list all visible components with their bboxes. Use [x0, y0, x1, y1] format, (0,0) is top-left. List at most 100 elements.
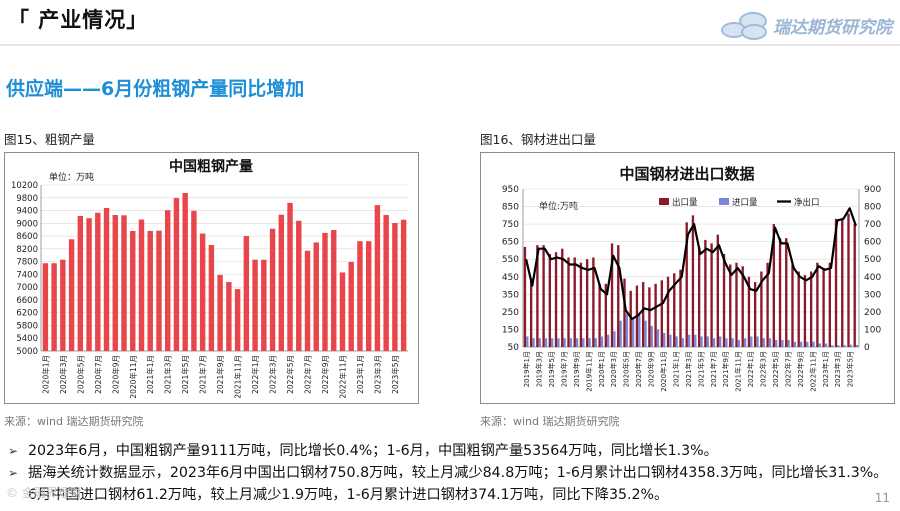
- bar-export: [579, 262, 583, 347]
- legend-label-net: 净出口: [794, 197, 820, 208]
- bar-export: [741, 266, 744, 347]
- bar-import: [588, 338, 591, 347]
- bar-export: [660, 280, 663, 347]
- bar-import: [607, 334, 610, 347]
- bar-crude-steel: [208, 245, 215, 351]
- chart-crude-steel: 中国粗钢产量 单位：万吨 5000 5400 5800 6200 6600 7000 7400 7…: [4, 152, 419, 404]
- x-tick-label: 2020年9月: [647, 351, 656, 387]
- bar-crude-steel: [400, 219, 407, 351]
- bar-export: [785, 238, 788, 347]
- bar-import: [656, 329, 660, 347]
- bar-export: [554, 252, 558, 347]
- bar-crude-steel: [322, 232, 328, 351]
- x-tick-label: 2022年9月: [320, 355, 330, 394]
- bar-import: [582, 338, 585, 347]
- bar-import: [644, 320, 647, 347]
- bar-export: [561, 248, 564, 347]
- x-tick-label: 2021年7月: [709, 351, 718, 387]
- y-tick-label-left: 750: [502, 220, 519, 230]
- bar-import: [526, 336, 529, 347]
- bar-crude-steel: [287, 202, 293, 351]
- bar-export: [641, 282, 645, 347]
- bar-crude-steel: [199, 233, 206, 351]
- bar-export: [523, 246, 527, 347]
- bar-export: [704, 239, 707, 347]
- y-tick-label: 6600: [16, 296, 38, 306]
- legend-label-export: 出口量: [672, 197, 698, 208]
- x-tick-label: 2022年11月: [808, 351, 817, 392]
- bar-import: [532, 338, 535, 347]
- bar-crude-steel: [313, 242, 319, 351]
- bar-import: [687, 334, 691, 347]
- x-tick-label: 2021年3月: [163, 355, 173, 394]
- figure-caption: 图16、钢材进出口量: [480, 132, 596, 147]
- unit-label: 单位：万吨: [49, 171, 94, 183]
- bar-export: [722, 253, 726, 347]
- bar-import: [793, 341, 797, 347]
- x-tick-label: 2022年1月: [746, 351, 755, 387]
- bar-import: [775, 339, 778, 347]
- x-tick-label: 2021年5月: [696, 351, 705, 387]
- x-tick-label: 2021年7月: [198, 355, 208, 394]
- bar-import: [712, 338, 716, 347]
- bar-import: [625, 313, 629, 347]
- bar-import: [563, 338, 566, 347]
- x-tick-label: 2022年7月: [783, 351, 792, 387]
- x-tick-label: 2021年11月: [233, 355, 243, 399]
- bar-import: [694, 334, 697, 347]
- bar-export: [716, 234, 719, 347]
- bar-export: [654, 283, 657, 347]
- x-tick-label: 2021年1月: [145, 355, 155, 394]
- bar-crude-steel: [77, 215, 84, 351]
- bar-export: [648, 287, 651, 347]
- bar-export: [729, 264, 732, 347]
- x-tick-label: 2020年11月: [659, 351, 668, 392]
- bar-import: [631, 318, 635, 347]
- line-net-export: [525, 207, 857, 320]
- bar-import: [706, 336, 709, 347]
- chart-title: 中国粗钢产量: [169, 158, 253, 175]
- bar-crude-steel: [304, 250, 311, 351]
- bar-import: [855, 345, 859, 347]
- y-tick-label-right: 300: [864, 290, 881, 300]
- y-tick-label-right: 200: [864, 308, 881, 318]
- y-tick-label: 8200: [16, 245, 38, 255]
- bar-import: [831, 345, 834, 347]
- bar-import: [675, 336, 678, 347]
- x-tick-label: 2019年1月: [522, 351, 531, 387]
- bar-export: [542, 245, 545, 347]
- bar-export: [797, 271, 800, 347]
- bar-import: [787, 339, 790, 347]
- bar-crude-steel: [374, 205, 381, 351]
- x-tick-label: 2023年3月: [833, 351, 842, 387]
- unit-label: 单位:万吨: [539, 200, 578, 212]
- bar-crude-steel: [261, 259, 267, 351]
- bar-export: [735, 262, 738, 347]
- bullet-text: 据海关统计数据显示，2023年6月中国出口钢材750.8万吨，较上月减少84.8…: [28, 465, 888, 481]
- y-tick-label-right: 500: [864, 255, 881, 265]
- bar-import: [669, 334, 672, 347]
- bar-export: [697, 246, 701, 347]
- bar-crude-steel: [86, 218, 92, 351]
- bar-import: [743, 338, 747, 347]
- bar-export: [710, 243, 713, 347]
- x-tick-label: 2022年1月: [250, 355, 260, 394]
- bar-export: [666, 276, 670, 347]
- y-tick-label-left: 350: [502, 290, 519, 300]
- chart-steel-trade: 中国钢材进出口数据 单位:万吨 50 150 250 350 450 550 650 750 850…: [480, 152, 895, 404]
- y-tick-label: 9800: [16, 194, 38, 204]
- x-tick-label: 2020年3月: [58, 355, 68, 394]
- x-tick-label: 2020年1月: [597, 351, 606, 387]
- y-tick-label: 5000: [16, 347, 38, 357]
- bar-crude-steel: [191, 210, 197, 351]
- bar-import: [638, 315, 641, 347]
- bar-crude-steel: [234, 289, 241, 351]
- coins-icon: [719, 8, 771, 42]
- x-tick-label: 2020年7月: [634, 351, 643, 387]
- y-tick-label: 7000: [16, 283, 38, 293]
- bullet-text: 6月中国进口钢材61.2万吨，较上月减少1.9万吨，1-6月累计进口钢材374.…: [28, 487, 669, 503]
- bullet-item: ➢ 2023年6月，中国粗钢产量9111万吨，同比增长0.4%；1-6月，中国粗…: [8, 440, 888, 462]
- x-tick-label: 2021年9月: [215, 355, 225, 394]
- section-title: 供应端——6月份粗钢产量同比增加: [6, 78, 305, 100]
- header-divider: [0, 44, 900, 46]
